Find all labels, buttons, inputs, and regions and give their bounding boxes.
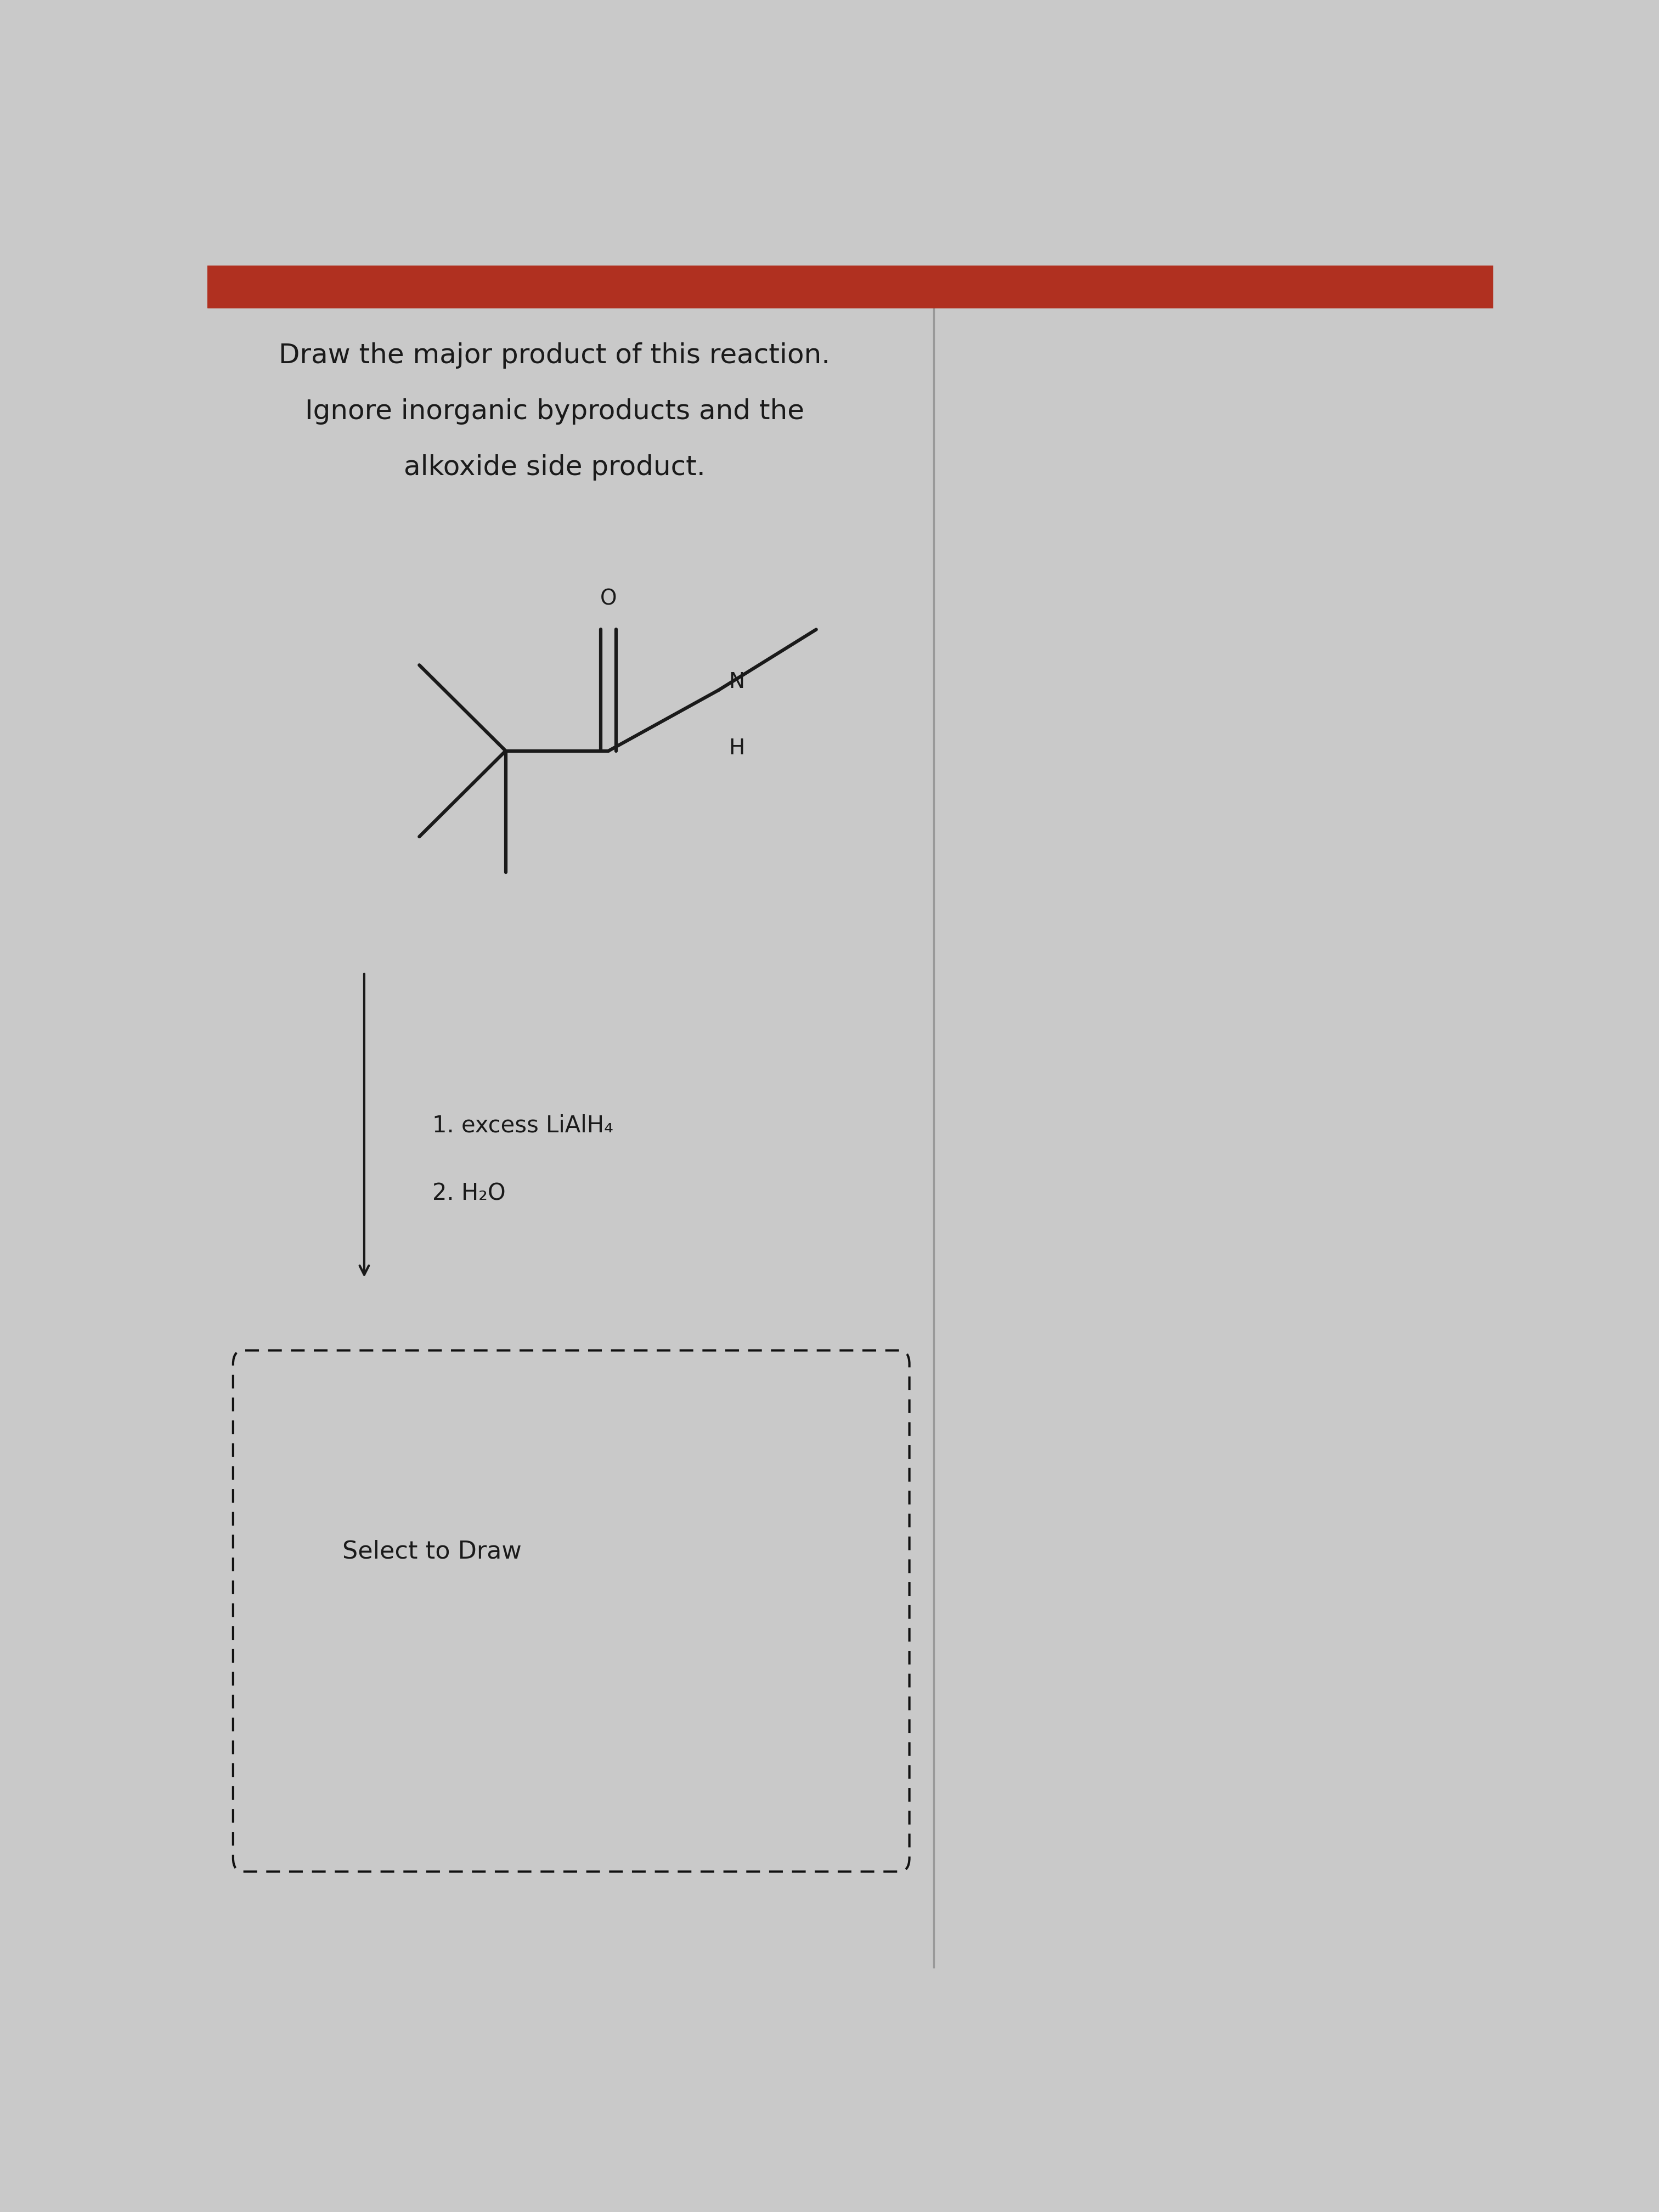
Text: Select to Draw: Select to Draw [342,1540,521,1564]
Bar [207,265,1493,307]
Text: Draw the major product of this reaction.: Draw the major product of this reaction. [279,343,830,369]
Text: N: N [728,670,745,692]
Text: O: O [601,588,617,608]
Text: H: H [728,739,745,759]
Text: Ignore inorganic byproducts and the: Ignore inorganic byproducts and the [305,398,805,425]
Text: alkoxide side product.: alkoxide side product. [403,453,705,480]
Text: 2. H₂O: 2. H₂O [433,1181,506,1206]
Text: 1. excess LiAlH₄: 1. excess LiAlH₄ [433,1115,614,1137]
